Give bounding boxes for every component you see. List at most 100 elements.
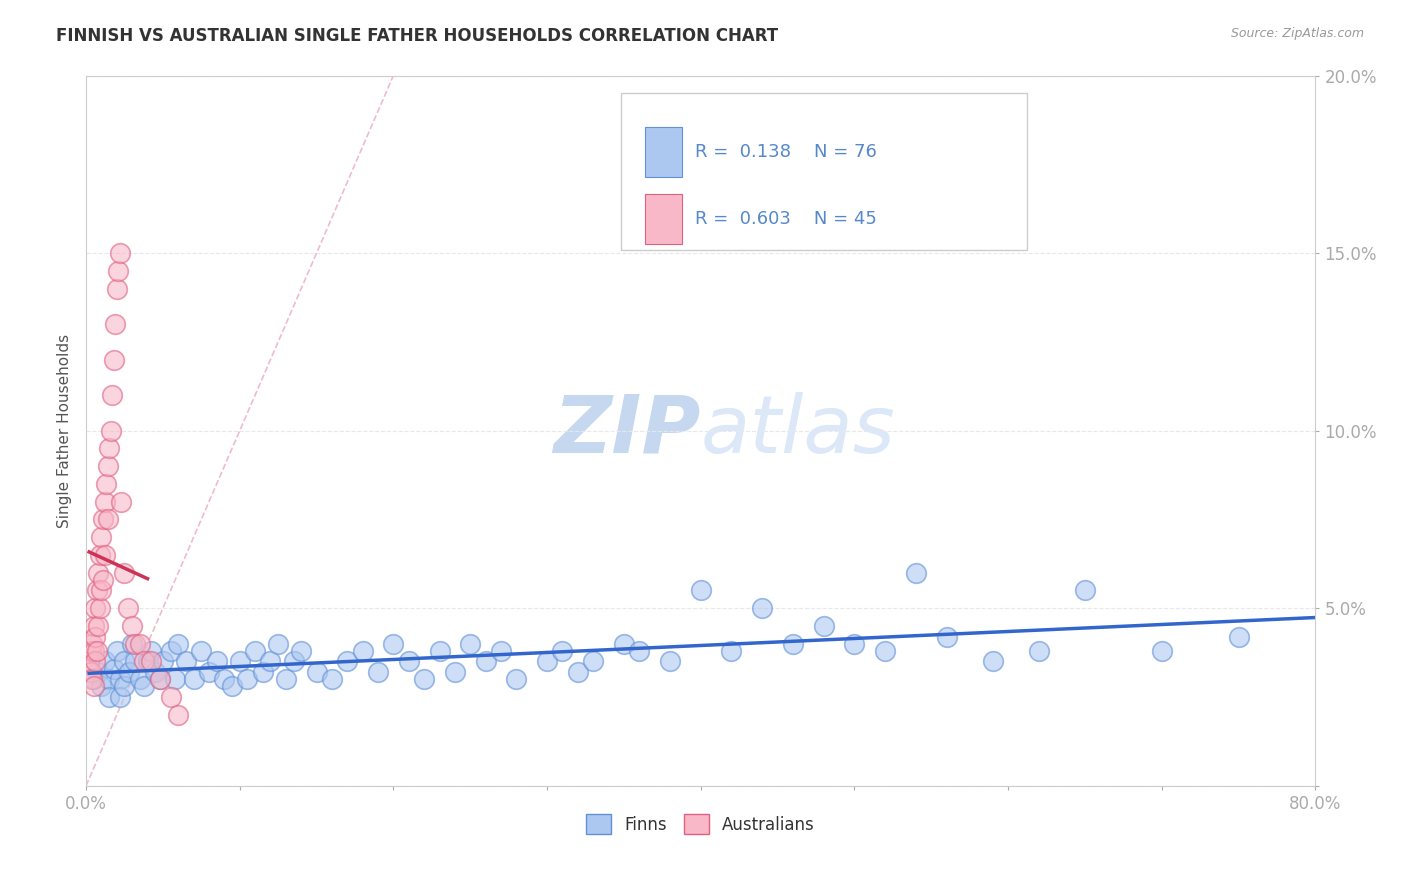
Point [110, 494, 132, 508]
Point [252, 665, 274, 680]
Point [1150, 644, 1173, 658]
Point [139, 644, 162, 658]
Point [84, 655, 107, 669]
Point [136, 655, 159, 669]
Point [429, 644, 451, 658]
Point [183, 672, 205, 686]
FancyBboxPatch shape [621, 94, 1026, 250]
Point [83, 644, 105, 658]
Point [413, 672, 436, 686]
Point [236, 672, 259, 686]
Point [108, 672, 131, 686]
Point [90, 583, 112, 598]
Point [104, 317, 127, 331]
Point [94, 477, 117, 491]
Point [352, 644, 374, 658]
Point [82, 672, 104, 686]
Point [105, 644, 128, 658]
Point [84, 601, 107, 615]
Point [93, 548, 115, 562]
Point [214, 672, 236, 686]
Point [190, 644, 212, 658]
Point [267, 637, 290, 651]
Point [134, 655, 156, 669]
Point [489, 644, 512, 658]
Point [79, 665, 101, 680]
Point [93, 494, 115, 508]
Point [98, 690, 121, 704]
Point [93, 655, 115, 669]
Point [91, 573, 114, 587]
Point [86, 583, 108, 598]
Point [283, 655, 305, 669]
Point [904, 566, 927, 580]
Point [165, 672, 187, 686]
Point [1227, 630, 1250, 644]
Point [398, 655, 420, 669]
Point [167, 707, 190, 722]
Point [86, 644, 108, 658]
Point [167, 637, 190, 651]
Point [98, 672, 121, 686]
Point [83, 672, 105, 686]
Point [751, 601, 773, 615]
Point [149, 672, 172, 686]
Point [87, 619, 110, 633]
Point [305, 665, 328, 680]
Point [1028, 644, 1050, 658]
Point [875, 644, 897, 658]
Point [981, 655, 1004, 669]
Point [382, 637, 405, 651]
Point [444, 665, 467, 680]
Point [128, 637, 150, 651]
Point [536, 655, 558, 669]
Point [1074, 583, 1097, 598]
Point [159, 690, 181, 704]
Legend: Finns, Australians: Finns, Australians [586, 814, 815, 834]
Point [128, 672, 150, 686]
Point [114, 566, 136, 580]
Point [221, 679, 243, 693]
Point [79, 644, 101, 658]
Point [321, 672, 343, 686]
Point [659, 655, 682, 669]
Point [89, 548, 111, 562]
Point [367, 665, 389, 680]
Point [336, 655, 359, 669]
Point [139, 655, 162, 669]
Point [100, 424, 122, 438]
Text: ZIP: ZIP [554, 392, 700, 470]
Point [83, 679, 105, 693]
Point [813, 619, 835, 633]
Point [121, 619, 143, 633]
Point [143, 665, 166, 680]
Point [458, 637, 481, 651]
Point [82, 637, 104, 651]
Point [134, 679, 156, 693]
Text: FINNISH VS AUSTRALIAN SINGLE FATHER HOUSEHOLDS CORRELATION CHART: FINNISH VS AUSTRALIAN SINGLE FATHER HOUS… [56, 27, 779, 45]
Point [689, 583, 711, 598]
Point [935, 630, 957, 644]
Point [149, 672, 172, 686]
Point [90, 530, 112, 544]
Point [97, 512, 120, 526]
Point [124, 637, 146, 651]
Point [101, 388, 124, 402]
Point [83, 619, 105, 633]
Point [474, 655, 496, 669]
Y-axis label: Single Father Households: Single Father Households [58, 334, 72, 528]
Point [551, 644, 574, 658]
Point [259, 655, 281, 669]
FancyBboxPatch shape [645, 194, 682, 244]
Point [117, 601, 139, 615]
Point [274, 672, 297, 686]
Point [114, 655, 136, 669]
Point [105, 282, 128, 296]
Point [97, 459, 120, 474]
Point [89, 601, 111, 615]
Point [582, 655, 605, 669]
Text: Source: ZipAtlas.com: Source: ZipAtlas.com [1230, 27, 1364, 40]
Point [87, 566, 110, 580]
Point [720, 644, 742, 658]
Text: R =  0.603    N = 45: R = 0.603 N = 45 [695, 211, 876, 228]
